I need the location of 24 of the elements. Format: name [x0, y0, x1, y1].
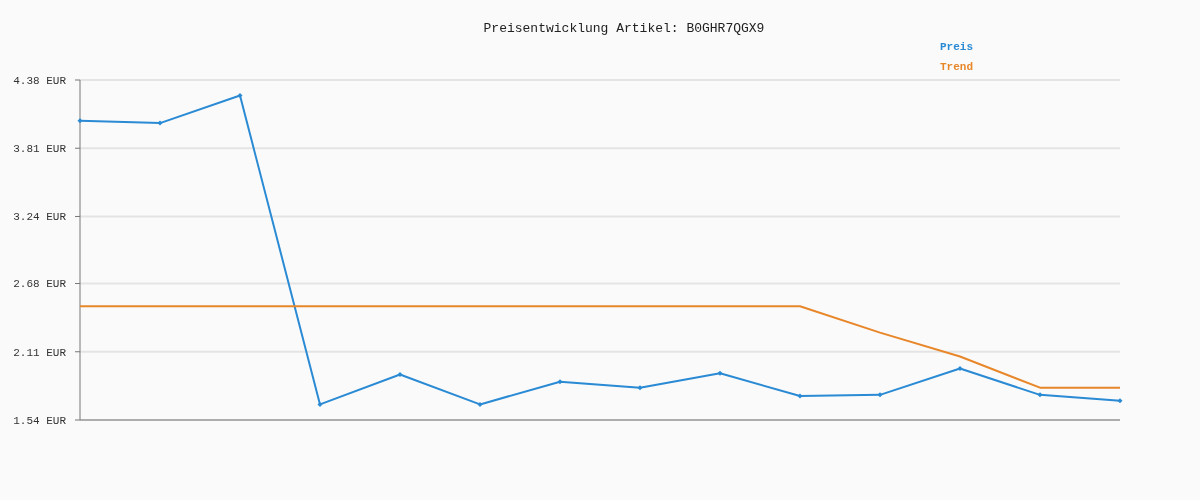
y-tick-label: 3.24 EUR: [13, 211, 67, 224]
text: Preis: [940, 41, 974, 53]
point: [797, 393, 803, 399]
point: [77, 118, 83, 124]
y-tick-label: 1.54 EUR: [13, 414, 67, 427]
point: [397, 372, 403, 378]
point: [557, 379, 563, 385]
point: [637, 385, 643, 391]
y-tick-label: 2.11 EUR: [13, 346, 67, 359]
point: [317, 401, 323, 407]
line-series: [79, 305, 1121, 389]
point: [957, 366, 963, 372]
point: [1037, 392, 1043, 398]
point: [477, 401, 483, 407]
point: [237, 93, 243, 99]
text: Trend: [940, 61, 974, 73]
y-tick-label: 3.81 EUR: [13, 143, 67, 156]
y-tick-label: 2.68 EUR: [13, 278, 67, 291]
chart-title: Preisentwicklung Artikel: B0GHR7QGX9: [483, 21, 765, 36]
point: [717, 370, 723, 376]
point: [157, 120, 163, 126]
point: [1117, 398, 1123, 404]
y-tick-label: 4.38 EUR: [13, 74, 67, 87]
point: [877, 392, 883, 398]
